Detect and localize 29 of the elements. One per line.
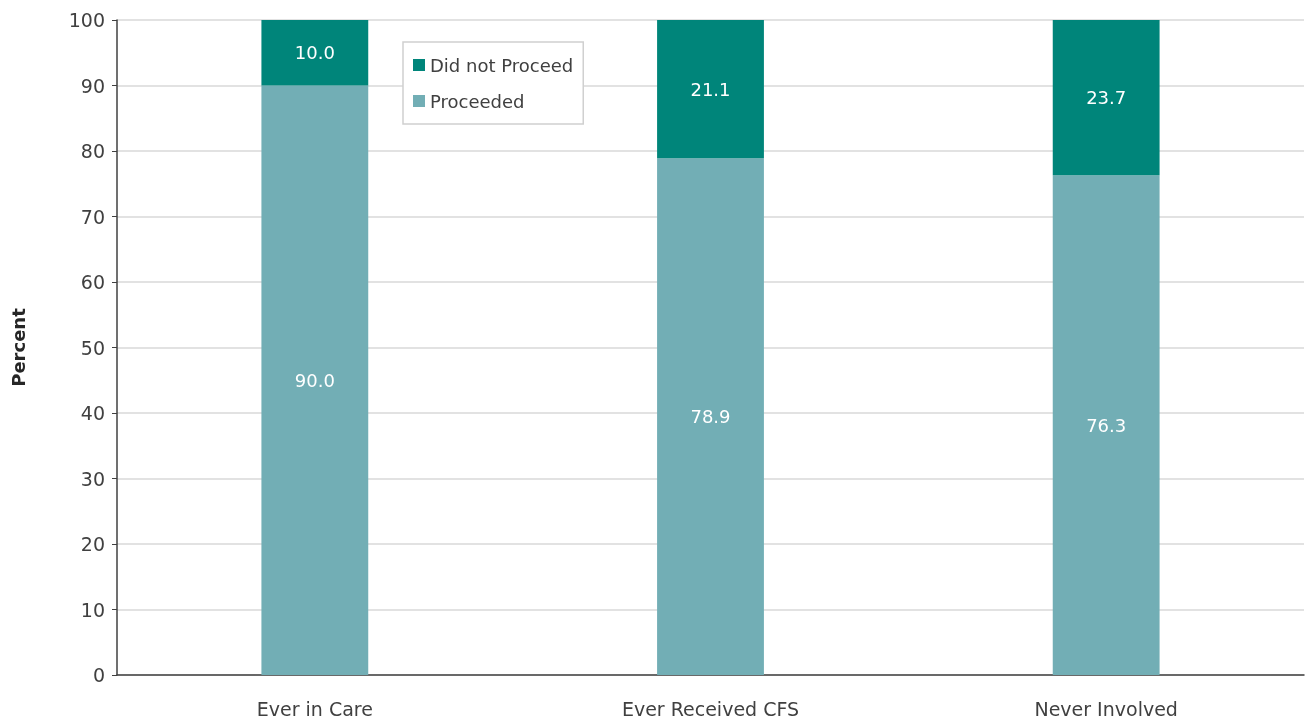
bar [657, 20, 764, 159]
y-tick-label: 60 [80, 271, 105, 293]
bar [1052, 175, 1160, 675]
bar [1052, 20, 1160, 176]
legend-label: Proceeded [430, 90, 525, 112]
data-label: 21.1 [690, 78, 731, 100]
bar [657, 158, 764, 675]
data-label: 10.0 [294, 42, 335, 64]
y-tick-label: 50 [80, 336, 105, 359]
data-label: 90.0 [294, 369, 335, 391]
x-tick-label: Ever Received CFS [621, 697, 800, 720]
y-tick-label: 100 [68, 9, 105, 31]
legend-label: Did not Proceed [430, 54, 574, 76]
y-tick-label: 40 [80, 402, 105, 424]
y-tick-label: 0 [92, 664, 105, 686]
x-tick-label: Never Involved [1034, 697, 1178, 720]
bar [261, 85, 369, 675]
data-label: 23.7 [1086, 87, 1127, 109]
data-label: 76.3 [1086, 414, 1127, 436]
y-tick-label: 90 [80, 74, 105, 97]
y-tick-label: 30 [80, 467, 105, 490]
y-tick-label: 10 [80, 598, 105, 621]
data-label: 78.9 [690, 406, 731, 428]
x-tick-label: Ever in Care [256, 697, 373, 720]
y-axis-title: Percent [7, 307, 29, 387]
bar [261, 20, 369, 86]
y-tick-label: 80 [80, 140, 105, 162]
y-tick-label: 20 [80, 533, 105, 555]
y-tick-label: 70 [80, 205, 105, 228]
